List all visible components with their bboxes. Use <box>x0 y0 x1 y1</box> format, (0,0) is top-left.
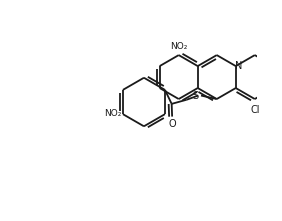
Text: NO₂: NO₂ <box>170 42 188 51</box>
Text: N: N <box>235 61 242 71</box>
Text: S: S <box>193 91 199 101</box>
Text: Cl: Cl <box>250 105 259 115</box>
Text: O: O <box>168 119 176 129</box>
Text: NO₂: NO₂ <box>104 109 121 118</box>
